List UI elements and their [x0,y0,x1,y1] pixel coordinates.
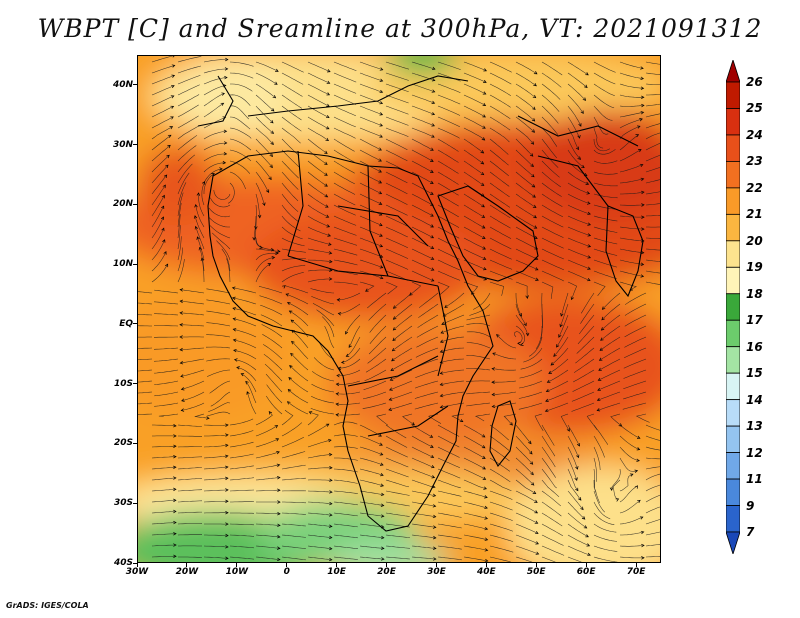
lon-tick-label: 60E [576,567,596,577]
lon-tick-label: 70E [626,567,646,577]
lon-tick-mark [336,563,338,567]
colorbar-segment [726,452,740,480]
streamline-arrows [160,56,645,562]
lat-tick-mark [133,562,137,564]
colorbar-label: 14 [746,392,763,407]
colorbar-segment [726,505,740,533]
colorbar-segment [726,346,740,374]
colorbar-segment [726,319,740,348]
colorbar-label: 9 [746,498,755,513]
lat-tick-label: 40N [112,79,133,90]
lon-tick-label: 30W [125,567,149,577]
lat-tick-label: 10S [113,378,133,389]
lat-tick-label: 20N [112,199,133,210]
lon-tick-label: 20E [377,567,396,577]
lon-tick-mark [386,563,388,567]
colorbar-label: 15 [746,366,763,381]
coastlines [197,75,644,532]
map-title: WBPT [C] and Sreamline at 300hPa, VT: 20… [37,14,763,43]
colorbar-label: 7 [746,525,755,539]
colorbar-segment [726,213,740,242]
lon-tick-mark [535,563,537,567]
colorbar-segment [726,81,740,109]
colorbar-segment [726,108,740,136]
colorbar-top-arrow [726,60,740,83]
colorbar-label: 26 [746,75,763,89]
lon-tick-mark [236,563,238,567]
lat-tick-mark [133,84,137,86]
colorbar-segment [726,399,740,427]
colorbar-label: 24 [746,127,763,142]
colorbar-label: 25 [746,101,763,116]
colorbar-label: 16 [746,339,763,354]
colorbar-segment [726,161,740,189]
colorbar-label: 22 [746,180,763,195]
colorbar-segment [726,425,740,453]
lat-tick-label: EQ [119,318,133,329]
lat-tick-label: 40S [113,558,133,568]
lat-tick-label: 10N [112,259,133,270]
colorbar-label: 18 [746,286,763,301]
lon-tick-label: 0 [283,567,290,577]
lat-tick-mark [133,442,137,444]
colorbar-segment [726,240,740,268]
lon-tick-mark [485,563,487,567]
lat-tick-mark [133,383,137,385]
lon-tick-label: 20W [175,567,199,577]
colorbar-segment [726,266,740,295]
colorbar-segment [726,293,740,321]
colorbar-bottom-arrow [726,531,740,554]
lat-tick-mark [133,502,137,504]
lat-tick-mark [133,263,137,265]
map-panel [137,55,661,563]
colorbar-label: 17 [746,313,763,328]
credit-label: GrADS: IGES/COLA [6,601,89,610]
colorbar-label: 13 [746,419,763,434]
colorbar-segment [726,187,740,215]
colorbar-label: 21 [746,207,763,222]
lat-tick-mark [133,323,137,325]
colorbar-label: 11 [746,472,763,487]
lon-tick-label: 40E [476,567,496,577]
colorbar [726,60,740,554]
streamlines [138,56,660,562]
lat-tick-label: 30S [113,498,133,509]
lon-tick-label: 10W [225,567,249,577]
colorbar-label: 20 [746,233,763,248]
colorbar-label: 19 [746,260,763,275]
colorbar-segment [726,372,740,401]
lon-tick-mark [136,563,138,567]
colorbar-label: 12 [746,445,763,460]
lat-tick-mark [133,144,137,146]
wbpt-shading [138,56,660,562]
lon-tick-label: 30E [427,567,446,577]
lon-tick-mark [286,563,288,567]
lon-tick-mark [585,563,587,567]
colorbar-segment [726,134,740,162]
colorbar-label: 23 [746,154,763,169]
colorbar-segment [726,478,740,506]
lon-tick-mark [186,563,188,567]
lon-tick-mark [635,563,637,567]
streamline-paths [138,56,660,562]
lon-tick-label: 10E [327,567,346,577]
wbpt-field [138,56,660,562]
lat-tick-label: 30N [112,139,133,150]
lon-tick-label: 50E [526,567,546,577]
lon-tick-mark [435,563,437,567]
lat-tick-label: 20S [113,438,133,449]
lat-tick-mark [133,203,137,205]
